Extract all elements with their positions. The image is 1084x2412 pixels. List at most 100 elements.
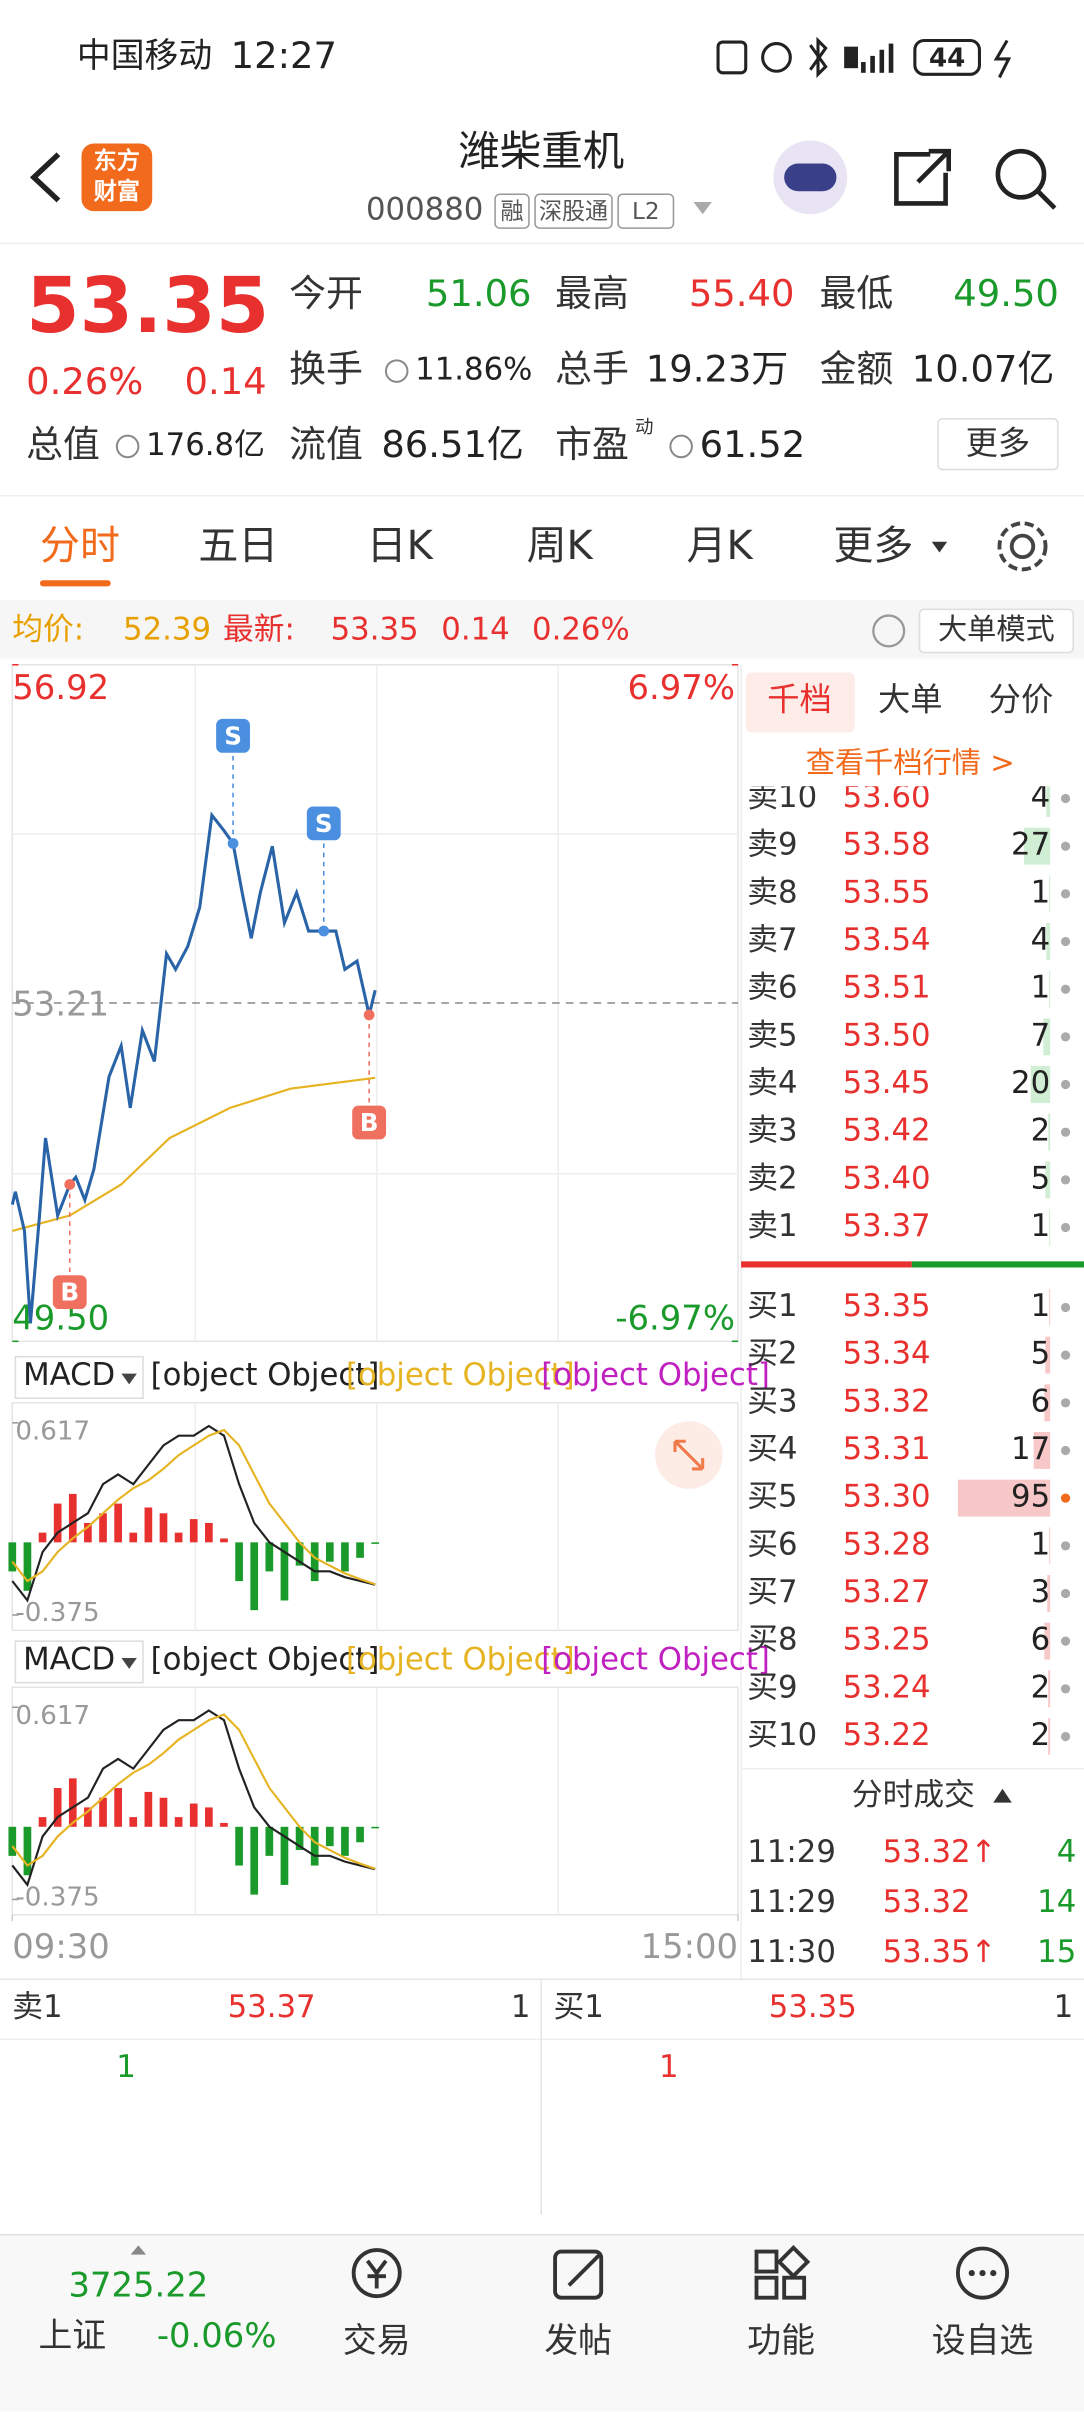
book-dot xyxy=(1060,889,1071,899)
tab[interactable]: 更多 xyxy=(833,523,913,569)
nav-item[interactable]: 功能 xyxy=(747,2321,815,2360)
book-volume: 4 xyxy=(1031,779,1051,815)
search-icon[interactable] xyxy=(995,148,1057,210)
indicator-legend: [object Object] xyxy=(541,1642,770,1678)
info-icon xyxy=(669,434,693,459)
tag: 融 xyxy=(500,199,523,225)
book-volume: 17 xyxy=(1011,1431,1050,1467)
trade-time: 11:29 xyxy=(747,1884,836,1920)
book-price: 53.45 xyxy=(843,1065,931,1101)
tab[interactable]: 日K xyxy=(367,523,435,569)
index-change: -0.06% xyxy=(157,2316,277,2355)
indicator-legend: [object Object] xyxy=(346,1642,575,1678)
help-icon[interactable] xyxy=(872,614,906,648)
collapse-arrow[interactable] xyxy=(993,1788,1012,1803)
trade-volume: 14 xyxy=(1037,1884,1076,1920)
book-price: 53.42 xyxy=(843,1113,931,1149)
info-last-label: 最新: xyxy=(223,611,295,647)
indicator-name: MACD xyxy=(23,1642,115,1678)
book-tab[interactable]: 千档 xyxy=(767,681,832,719)
nav-item[interactable]: 设自选 xyxy=(932,2321,1033,2360)
nav-item[interactable]: 交易 xyxy=(343,2321,411,2360)
book-volume: 6 xyxy=(1031,1622,1051,1658)
book-volume: 3 xyxy=(1031,1574,1051,1610)
indicator-select[interactable] xyxy=(14,1355,144,1399)
book-price: 53.35 xyxy=(843,1288,931,1324)
book-label: 买1 xyxy=(747,1288,797,1324)
tab[interactable]: 月K xyxy=(686,523,754,569)
book-label: 卖10 xyxy=(747,779,817,815)
macd-bar xyxy=(189,1519,198,1543)
info-icon xyxy=(384,359,409,383)
book-volume: 1 xyxy=(1031,1208,1051,1244)
tab[interactable]: 五日 xyxy=(198,523,278,569)
book-price: 53.51 xyxy=(843,970,931,1006)
macd-bar xyxy=(38,1817,47,1827)
book-label: 买3 xyxy=(747,1383,797,1419)
book-dot xyxy=(1060,793,1071,804)
marker-label: B xyxy=(60,1278,79,1307)
book-volume: 5 xyxy=(1031,1336,1051,1372)
dropdown-arrow[interactable] xyxy=(693,201,712,215)
book-volume: 5 xyxy=(1031,1160,1051,1196)
book-label: 卖9 xyxy=(747,827,797,863)
book-dot xyxy=(1060,1175,1071,1185)
book-tab[interactable]: 分价 xyxy=(989,681,1054,719)
book-volume: 95 xyxy=(1011,1479,1050,1515)
brand-text: 财富 xyxy=(94,178,140,205)
volume-bar xyxy=(1049,1209,1051,1246)
stock-code: 000880 xyxy=(366,192,483,228)
tab[interactable]: 分时 xyxy=(40,523,120,569)
book-volume: 20 xyxy=(1011,1065,1050,1101)
book-price: 53.54 xyxy=(843,922,931,958)
volume-bar xyxy=(1044,1622,1051,1660)
expand-arrow[interactable] xyxy=(130,2245,147,2255)
macd-bar xyxy=(159,1513,168,1543)
volume-bar xyxy=(1049,1289,1051,1326)
tab[interactable]: 周K xyxy=(527,523,595,569)
tab-active-bg xyxy=(745,672,855,733)
volume-bar xyxy=(1048,1670,1051,1708)
macd-bar xyxy=(84,1807,92,1827)
macd-bar xyxy=(23,1542,32,1591)
book-link[interactable]: 查看千档行情 > xyxy=(806,746,1015,780)
trade-volume: 15 xyxy=(1037,1934,1076,1970)
macd-bar xyxy=(341,1542,349,1572)
volume-bar xyxy=(1048,1718,1051,1755)
info-last: 53.35 xyxy=(331,611,419,647)
brand-logo xyxy=(81,143,153,212)
back-button[interactable] xyxy=(29,152,61,203)
macd-bar xyxy=(325,1826,334,1847)
more-button[interactable] xyxy=(937,417,1059,471)
tab-underline xyxy=(39,580,111,587)
book-dot xyxy=(1060,984,1071,994)
book-label: 卖5 xyxy=(747,1017,797,1053)
book-tab[interactable]: 大单 xyxy=(878,681,943,719)
macd-bar xyxy=(174,1532,183,1543)
battery: 44 xyxy=(929,43,965,73)
book-volume: 1 xyxy=(1031,1526,1051,1562)
macd-bar xyxy=(68,1493,77,1543)
macd-bar xyxy=(220,1538,228,1543)
settings-icon[interactable] xyxy=(997,521,1048,572)
book-dot xyxy=(1060,1398,1071,1408)
macd-bar xyxy=(220,1822,228,1827)
indicator-legend: [object Object] xyxy=(346,1357,575,1393)
mode-button[interactable] xyxy=(918,608,1075,654)
y2-tick-label: 6.97% xyxy=(628,668,735,707)
macd-bar xyxy=(159,1797,168,1827)
nav-icons xyxy=(351,2245,1010,2300)
macd-bar xyxy=(144,1507,153,1543)
book-dot xyxy=(1060,1636,1071,1646)
nav-item[interactable]: 发帖 xyxy=(544,2321,612,2360)
book-volume: 1 xyxy=(1031,1288,1051,1324)
y2-tick-label: -6.97% xyxy=(615,1298,735,1337)
carrier: 中国移动 xyxy=(77,36,212,75)
book-price: 53.40 xyxy=(843,1160,931,1196)
macd-bar xyxy=(235,1542,243,1582)
share-icon[interactable] xyxy=(894,148,951,206)
indicator-select[interactable] xyxy=(14,1640,144,1684)
assistant-face xyxy=(784,163,837,192)
book-label: 买8 xyxy=(747,1622,797,1658)
bid-divider xyxy=(911,1261,1084,1268)
